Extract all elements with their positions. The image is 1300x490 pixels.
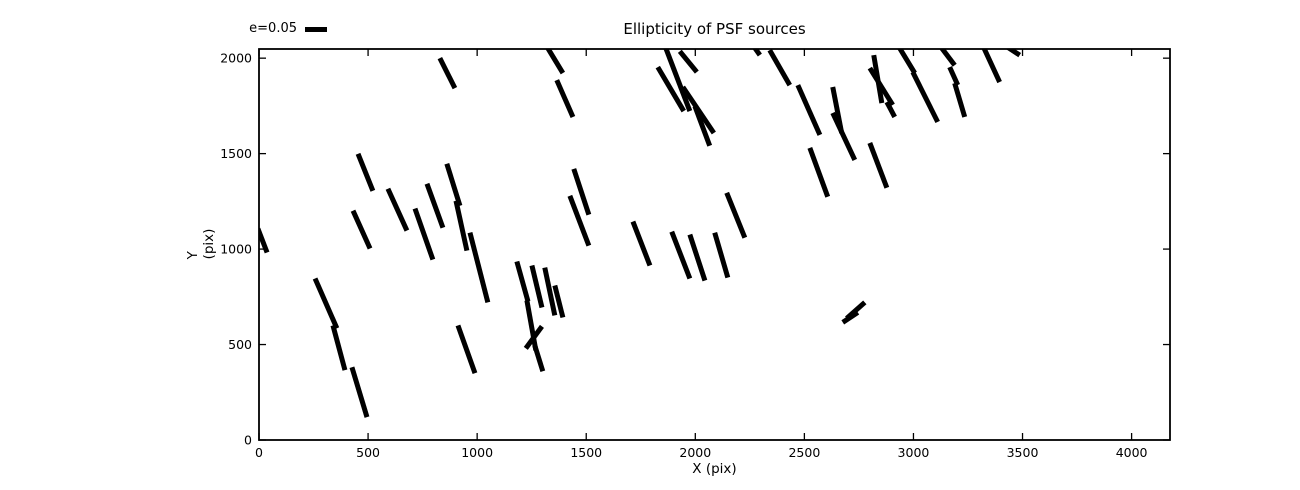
ellipticity-whisker	[567, 194, 592, 247]
ellipticity-whisker	[385, 187, 410, 232]
ellipticity-whisker	[514, 260, 531, 303]
ellipticity-whisker	[807, 147, 831, 198]
ellipticity-whisker	[724, 191, 748, 239]
ellipticity-whisker	[669, 230, 693, 280]
ellipticity-whisker	[532, 344, 546, 373]
x-axis-label: X (pix)	[692, 461, 737, 477]
ellipticity-whisker	[424, 182, 446, 229]
ellipticity-whisker	[692, 105, 713, 147]
y-tick-label: 500	[228, 337, 252, 352]
whisker-layer	[259, 49, 1022, 418]
ellipticity-whisker	[939, 49, 957, 67]
ellipticity-whisker	[867, 66, 895, 107]
ellipticity-whisker	[867, 142, 890, 189]
ellipticity-whisker	[841, 310, 860, 325]
ellipticity-whisker	[712, 231, 731, 279]
ellipticity-whisker	[444, 162, 463, 207]
ellipticity-whisker	[552, 284, 566, 319]
ellipticity-whisker	[981, 49, 1002, 84]
ellipticity-whisker	[830, 111, 858, 161]
x-tick-label: 1000	[461, 445, 493, 460]
ellipticity-whisker	[655, 65, 686, 113]
ellipticity-whisker	[312, 277, 340, 330]
y-axis-label-wrap: Y (pix)	[185, 214, 217, 274]
ellipticity-whisker	[542, 267, 558, 316]
ellipticity-whisker	[947, 66, 961, 87]
ellipticity-whisker	[349, 366, 370, 418]
x-tick-label: 2000	[679, 445, 711, 460]
ellipticity-whisker	[545, 49, 566, 75]
x-tick-label: 3500	[1007, 445, 1039, 460]
ellipticity-whisker	[524, 299, 539, 351]
x-tick-label: 4000	[1116, 445, 1148, 460]
ellipticity-whisker	[412, 207, 436, 261]
x-tick-label: 2500	[788, 445, 820, 460]
ellipticity-whisker	[330, 324, 348, 371]
legend-sample-line	[305, 27, 327, 32]
y-tick-label: 0	[244, 433, 252, 448]
y-tick-label: 1000	[220, 242, 252, 257]
ellipticity-whisker	[752, 49, 762, 57]
ellipticity-whisker	[884, 100, 897, 119]
x-tick-label: 500	[356, 445, 380, 460]
chart-title: Ellipticity of PSF sources	[623, 20, 806, 38]
y-tick-label: 1500	[220, 146, 252, 161]
ellipticity-whisker	[677, 49, 699, 74]
ellipticity-whisker	[663, 49, 693, 112]
ellipticity-whisker	[795, 84, 823, 136]
x-tick-label: 0	[255, 445, 263, 460]
ellipticity-whisker	[453, 200, 470, 252]
ellipticity-whisker	[554, 79, 576, 118]
plot-frame	[258, 48, 1171, 441]
ellipticity-whisker	[455, 324, 478, 375]
ellipticity-whisker	[529, 264, 545, 309]
ellipticity-whisker	[350, 209, 373, 250]
ellipticity-whisker	[437, 57, 458, 90]
ellipticity-whisker	[630, 220, 653, 267]
ellipticity-whisker	[897, 49, 917, 75]
y-axis-label: Y (pix)	[185, 228, 217, 260]
ellipticity-whisker	[571, 168, 592, 216]
ellipticity-whisker	[355, 152, 376, 192]
legend-label: e=0.05	[249, 21, 297, 36]
ellipticity-whisker	[523, 324, 544, 350]
ellipticity-whisker	[910, 70, 940, 124]
ellipticity-whisker	[1006, 49, 1022, 58]
ellipticity-whisker	[687, 233, 708, 282]
ellipticity-whisker	[952, 82, 968, 118]
ellipticity-whisker	[467, 232, 491, 303]
y-tick-label: 2000	[220, 51, 252, 66]
x-tick-label: 1500	[570, 445, 602, 460]
ellipticity-whisker	[767, 49, 792, 87]
x-tick-label: 3000	[898, 445, 930, 460]
